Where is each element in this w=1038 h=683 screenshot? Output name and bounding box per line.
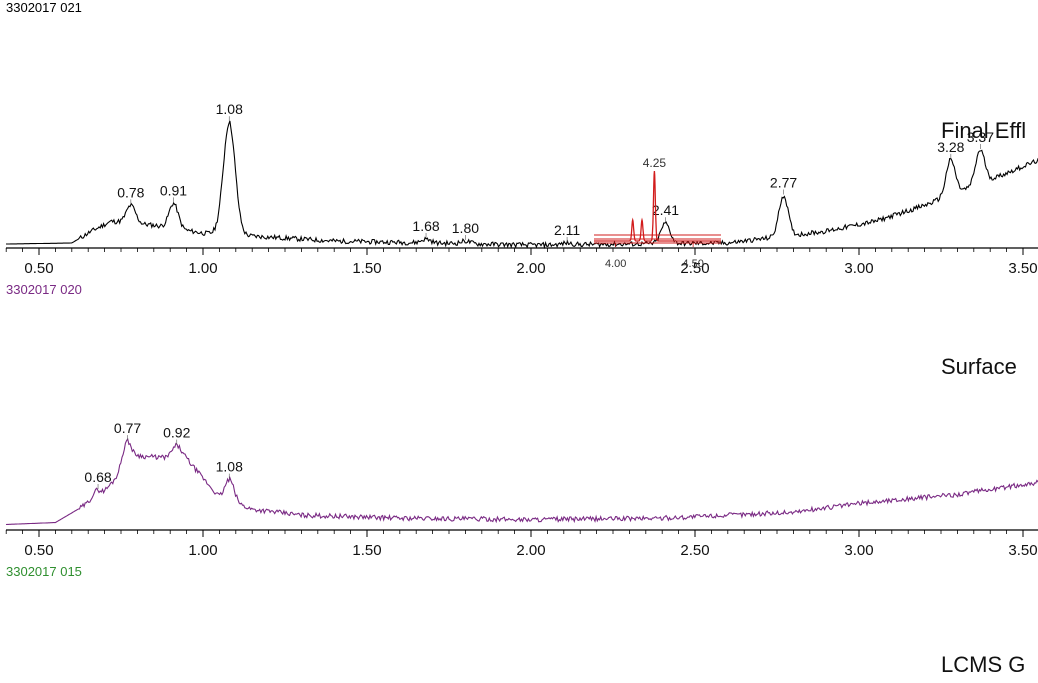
inset-tick-label: 4.50: [682, 258, 703, 270]
trace2-id-label: 3302017 020: [6, 282, 82, 297]
trace2-sample-label: Surface: [941, 354, 1017, 379]
trace-line: [5, 437, 1038, 526]
peak-label: 2.11: [554, 222, 580, 238]
peak-label: 2.77: [770, 175, 797, 191]
peak-label: 0.77: [114, 420, 141, 436]
x-tick-label: 2.50: [680, 542, 709, 559]
x-tick-label: 1.00: [188, 260, 217, 277]
peak-label: 1.68: [412, 218, 439, 234]
peak-label: 0.68: [84, 469, 111, 485]
x-tick-label: 1.50: [352, 260, 381, 277]
x-tick-label: 3.50: [1008, 542, 1037, 559]
peak-label: 1.08: [216, 459, 243, 475]
x-tick-label: 2.50: [680, 260, 709, 277]
inset-trace: [594, 170, 721, 242]
x-tick-label: 2.00: [516, 260, 545, 277]
x-tick-label: 3.50: [1008, 260, 1037, 277]
peak-label: 0.78: [117, 184, 144, 200]
trace-line: [6, 120, 1038, 250]
peak-label: 2.41: [652, 202, 679, 218]
peak-label: 1.08: [216, 101, 243, 117]
trace3-id-label: 3302017 015: [6, 564, 82, 579]
peak-label: 0.92: [163, 425, 190, 441]
trace1-sample-label: Final Effl: [941, 118, 1027, 143]
x-tick-label: 1.50: [352, 542, 381, 559]
x-tick-label: 0.50: [24, 542, 53, 559]
trace1-id-label: 3302017 021: [6, 0, 82, 15]
inset-peak-label: 4.25: [643, 156, 667, 170]
peak-label: 0.91: [160, 182, 187, 198]
x-tick-label: 3.00: [844, 542, 873, 559]
x-tick-label: 2.00: [516, 542, 545, 559]
x-tick-label: 1.00: [188, 542, 217, 559]
peak-label: 3.37: [967, 129, 994, 145]
inset-tick-label: 4.00: [605, 258, 626, 270]
x-tick-label: 0.50: [24, 260, 53, 277]
x-tick-label: 3.00: [844, 260, 873, 277]
peak-label: 1.80: [452, 220, 479, 236]
trace3-sample-label: LCMS G: [941, 652, 1026, 677]
peak-label: 3.28: [937, 139, 964, 155]
